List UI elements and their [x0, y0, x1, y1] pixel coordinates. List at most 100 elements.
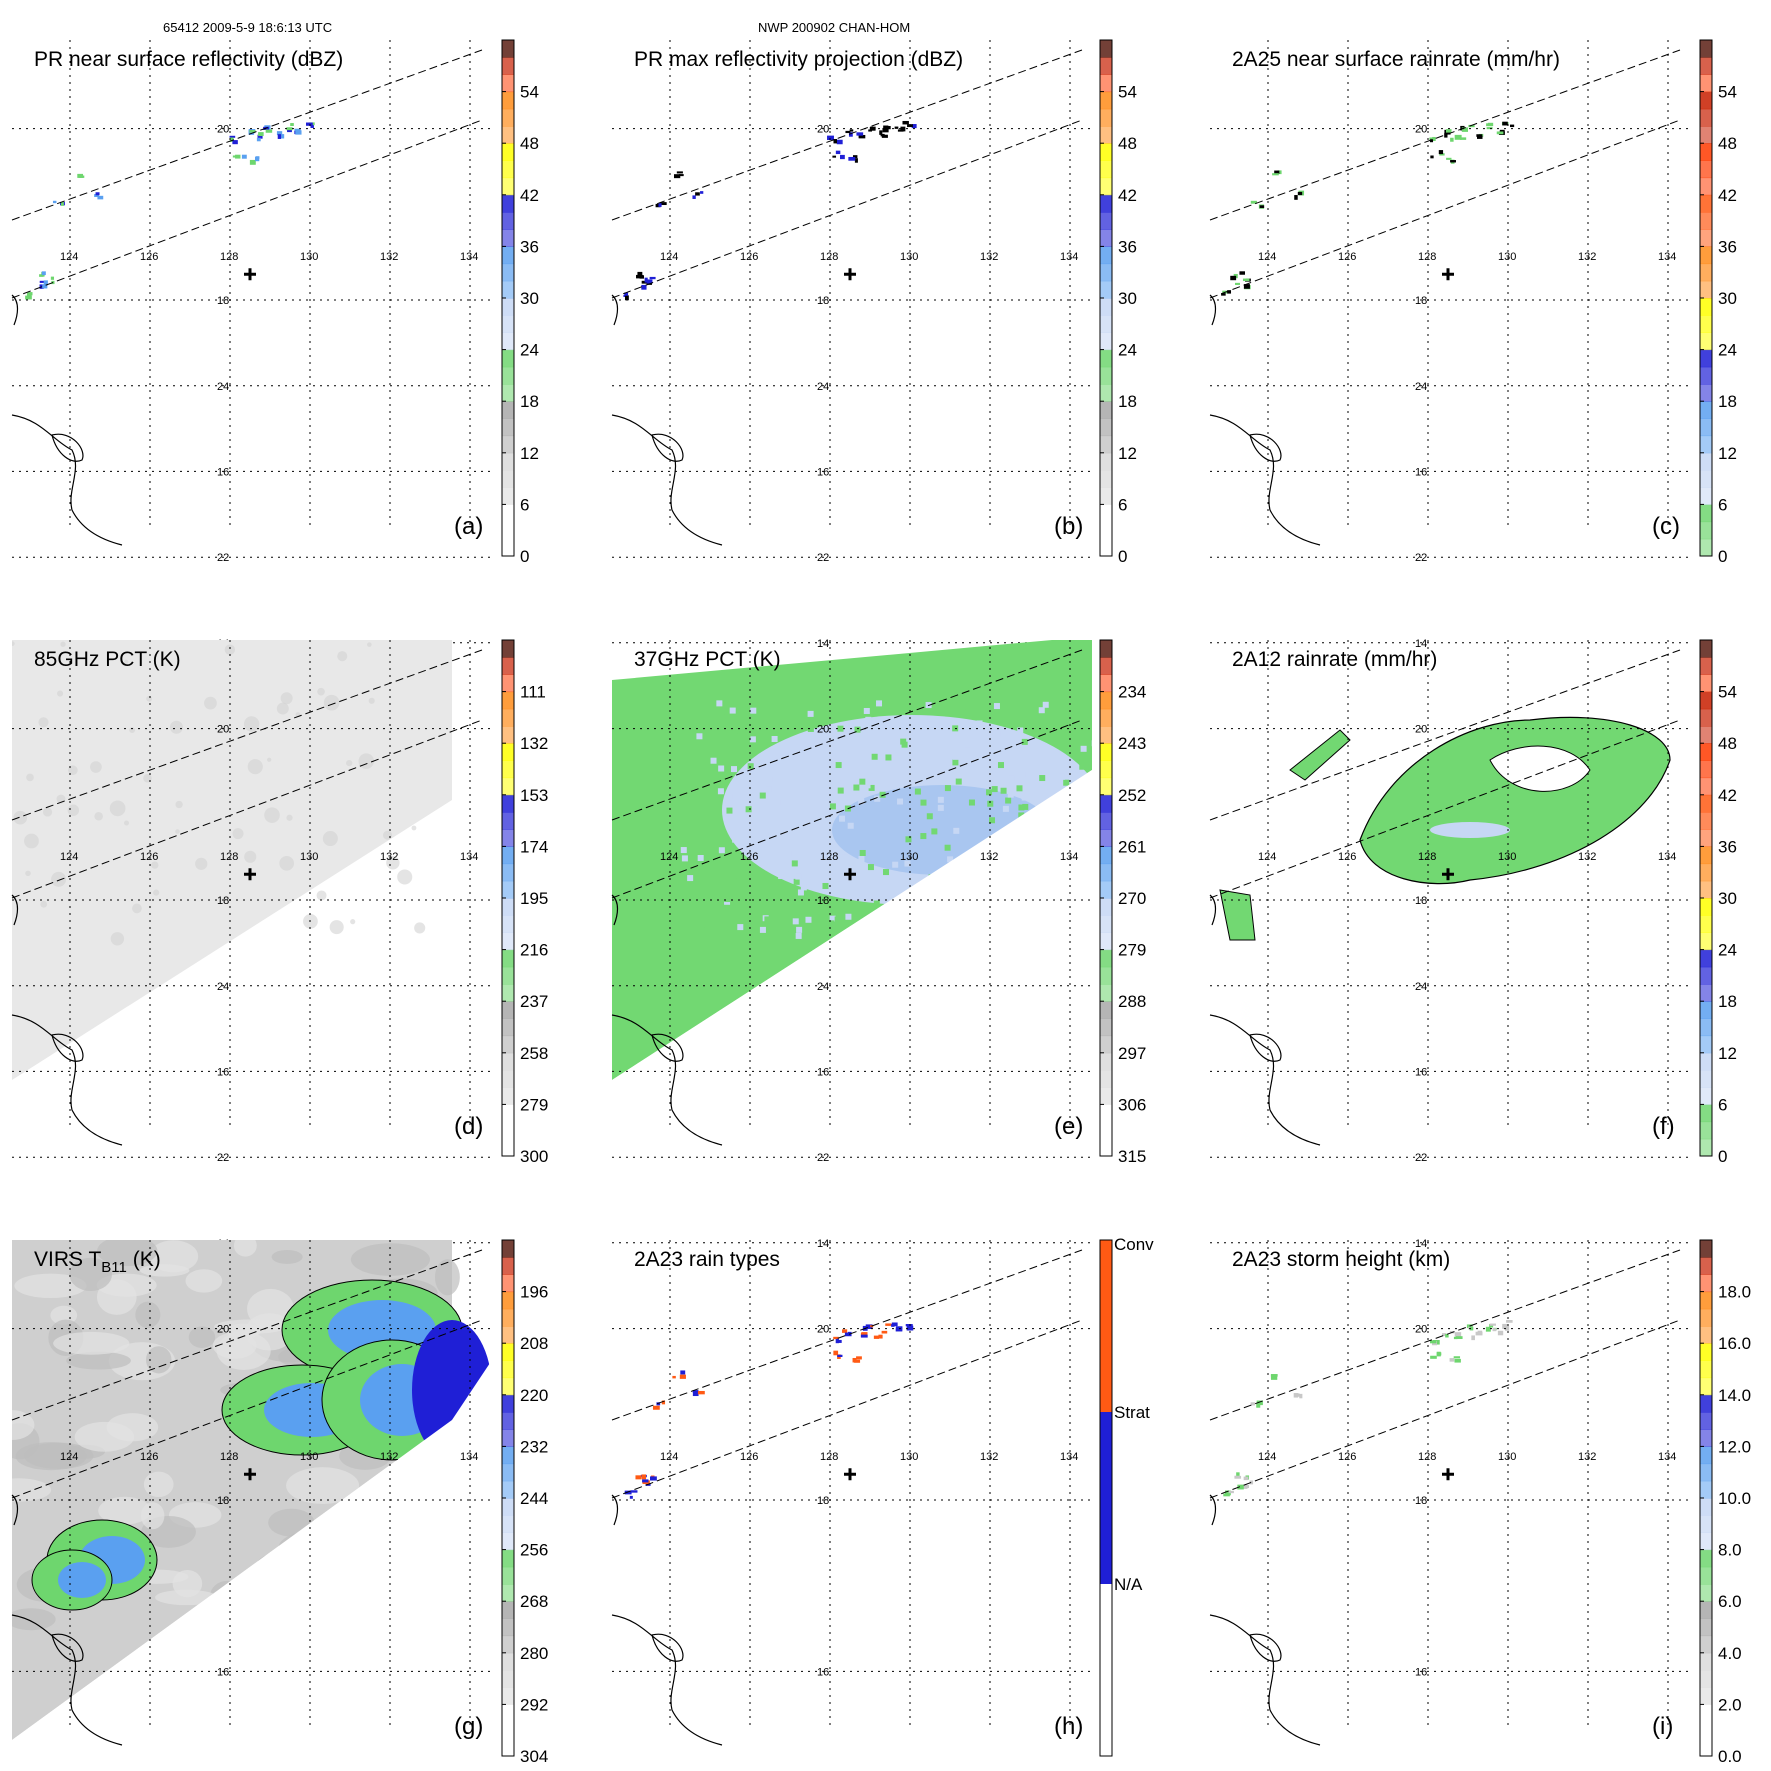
colorbar-tick-label: 8.0 — [1718, 1541, 1742, 1560]
pixel-cell — [827, 776, 834, 783]
colorbar-segment — [502, 108, 514, 127]
echo-pixel — [641, 284, 647, 290]
colorbar-segment — [502, 418, 514, 437]
pixel-cell — [779, 872, 786, 879]
storm-center-icon — [1442, 268, 1454, 281]
swath-texture — [175, 800, 183, 809]
pixel-cell — [916, 763, 923, 770]
swath-texture — [322, 830, 338, 847]
colorbar-frame — [1099, 1239, 1113, 1757]
echo-pixel — [1441, 1333, 1447, 1336]
lat-label: 20 — [817, 1324, 829, 1336]
colorbar-segment — [1100, 452, 1112, 471]
echo-pixel — [1446, 129, 1452, 133]
pixel-cell — [829, 803, 836, 810]
pixel-cell — [847, 822, 854, 829]
pixel-cell — [1008, 775, 1015, 782]
colorbar: 0.0 2.0 4.0 6.0 8.0 10.0 12.0 14.0 16.0 18.0 — [1699, 1239, 1751, 1766]
pixel-cell — [994, 730, 1001, 737]
echo-pixel — [229, 137, 234, 142]
pixel-cell — [804, 811, 811, 818]
echo-pixel — [258, 132, 264, 137]
pixel-cell — [797, 889, 804, 896]
pixel-cell — [1021, 738, 1028, 745]
echo-pixel — [1250, 200, 1257, 204]
cloud-core — [58, 1562, 106, 1598]
cloud-texture — [185, 1269, 223, 1293]
pixel-cell — [759, 806, 766, 813]
lon-label: 124 — [60, 851, 78, 863]
colorbar-segment — [1700, 504, 1712, 523]
colorbar-segment — [1700, 1532, 1712, 1551]
colorbar-tick-label: 18 — [520, 392, 539, 411]
echo-pixel — [827, 135, 834, 141]
colorbar-segment — [1700, 108, 1712, 127]
colorbar-segment — [1700, 966, 1712, 985]
pixel-cell — [1000, 787, 1007, 794]
echo-pixel — [41, 271, 46, 276]
echo-pixel — [1244, 1484, 1250, 1489]
cloud-texture — [98, 1496, 152, 1525]
echo-pixel — [1475, 1331, 1483, 1336]
echo-pixel — [897, 1327, 903, 1331]
colorbar-segment — [502, 1052, 514, 1071]
pixel-cell — [791, 850, 798, 857]
echo-pixel — [286, 127, 293, 131]
swath-texture — [24, 833, 39, 849]
pixel-cell — [692, 844, 699, 851]
colorbar-segment — [1700, 949, 1712, 968]
colorbar-segment — [1700, 691, 1712, 710]
colorbar-segment — [1700, 777, 1712, 796]
cloud-texture — [97, 1240, 158, 1267]
panel-title: 37GHz PCT (K) — [634, 648, 781, 671]
colorbar-segment — [1700, 898, 1712, 916]
echo-pixel — [695, 192, 700, 196]
coastline — [51, 1033, 84, 1062]
swath-texture — [13, 810, 28, 825]
colorbar-segment — [1700, 1070, 1712, 1088]
colorbar-segment — [502, 846, 514, 865]
colorbar-segment — [502, 504, 514, 523]
colorbar-tick-label: 54 — [1118, 83, 1137, 102]
colorbar-segment — [1100, 108, 1112, 127]
lon-label: 126 — [740, 851, 758, 863]
echo-pixel — [641, 1474, 647, 1480]
colorbar-tick-label: 36 — [1718, 237, 1737, 256]
colorbar-segment — [502, 366, 514, 385]
swath-texture — [397, 869, 413, 885]
pixel-cell — [964, 741, 971, 748]
lon-label: 128 — [220, 1451, 238, 1463]
echo-pixel — [1476, 134, 1483, 137]
colorbar-segment — [1100, 470, 1112, 488]
colorbar-segment — [502, 1670, 514, 1688]
colorbar-segment — [1700, 1274, 1712, 1293]
colorbar-tick-label: 18 — [1718, 392, 1737, 411]
colorbar-segment — [1700, 880, 1712, 899]
colorbar-tick-label: 237 — [520, 992, 548, 1011]
pixel-cell — [876, 700, 883, 707]
echo-pixel — [1225, 1490, 1231, 1496]
rain-area — [1359, 716, 1671, 885]
pixel-cell — [792, 918, 799, 925]
colorbar-segment — [1100, 143, 1112, 161]
echo-pixel — [1436, 1352, 1442, 1356]
colorbar-segment — [1700, 1018, 1712, 1037]
coastline — [611, 414, 723, 546]
colorbar-segment — [1700, 229, 1712, 247]
colorbar-segment — [1100, 915, 1112, 933]
lat-label: 16 — [1415, 1666, 1427, 1678]
colorbar-tick-label: 36 — [520, 237, 539, 256]
pixel-cell — [976, 720, 983, 727]
lon-label: 134 — [460, 251, 478, 263]
storm-center-icon — [244, 868, 256, 881]
echo-pixel — [635, 1475, 642, 1480]
pixel-cell — [944, 844, 951, 851]
colorbar-segment — [1100, 57, 1112, 75]
pixel-cell — [728, 724, 735, 731]
swath-texture — [90, 761, 102, 773]
colorbar-segment — [1100, 949, 1112, 968]
colorbar-segment — [502, 280, 514, 299]
pixel-cell — [697, 880, 704, 887]
pixel-cell — [1017, 727, 1024, 734]
pixel-cell — [920, 833, 927, 840]
